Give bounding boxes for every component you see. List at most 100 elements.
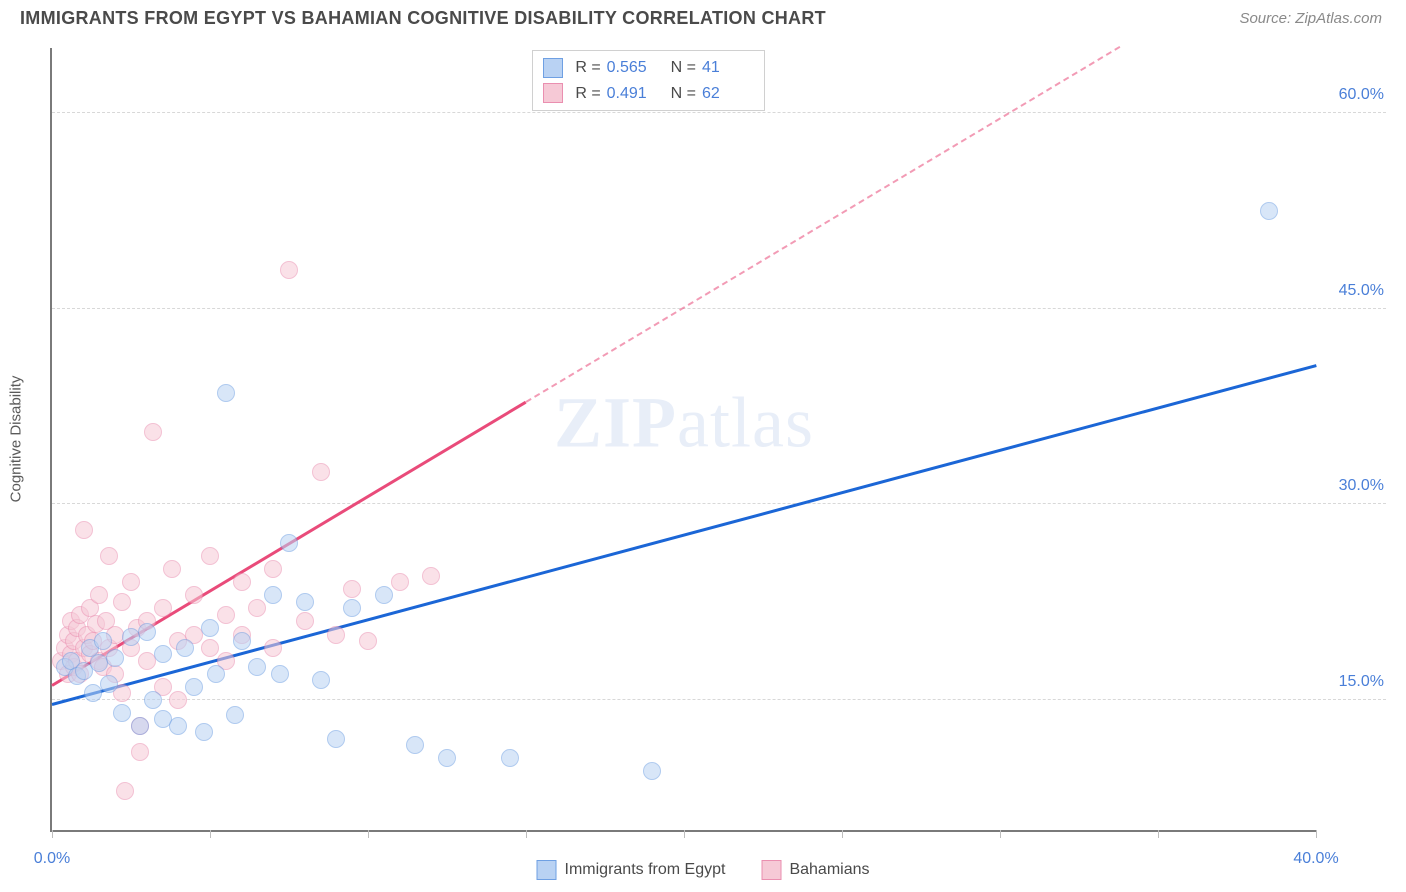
r-label: R = bbox=[575, 81, 600, 107]
y-tick-label: 60.0% bbox=[1339, 86, 1384, 104]
scatter-point-egypt bbox=[138, 623, 156, 641]
scatter-point-bahamians bbox=[154, 599, 172, 617]
scatter-point-egypt bbox=[113, 704, 131, 722]
x-tick-label: 40.0% bbox=[1293, 850, 1338, 868]
scatter-point-egypt bbox=[144, 691, 162, 709]
scatter-point-egypt bbox=[643, 762, 661, 780]
scatter-point-bahamians bbox=[264, 560, 282, 578]
scatter-point-egypt bbox=[280, 534, 298, 552]
scatter-point-egypt bbox=[375, 586, 393, 604]
x-tick bbox=[526, 830, 527, 838]
legend-label: Bahamians bbox=[789, 861, 869, 879]
scatter-point-bahamians bbox=[185, 586, 203, 604]
scatter-point-egypt bbox=[217, 384, 235, 402]
scatter-point-egypt bbox=[501, 749, 519, 767]
scatter-point-bahamians bbox=[391, 573, 409, 591]
source-attribution: Source: ZipAtlas.com bbox=[1239, 10, 1382, 27]
scatter-point-egypt bbox=[406, 736, 424, 754]
stats-row-egypt: R = 0.565 N =41 bbox=[543, 55, 754, 81]
trend-line bbox=[52, 364, 1317, 706]
scatter-point-bahamians bbox=[359, 632, 377, 650]
scatter-point-bahamians bbox=[217, 606, 235, 624]
scatter-point-egypt bbox=[312, 671, 330, 689]
scatter-point-egypt bbox=[271, 665, 289, 683]
x-tick bbox=[684, 830, 685, 838]
scatter-point-bahamians bbox=[100, 547, 118, 565]
scatter-point-bahamians bbox=[327, 626, 345, 644]
x-tick-label: 0.0% bbox=[34, 850, 70, 868]
gridline-h bbox=[52, 308, 1386, 309]
y-tick-label: 30.0% bbox=[1339, 477, 1384, 495]
scatter-point-bahamians bbox=[201, 547, 219, 565]
scatter-point-egypt bbox=[176, 639, 194, 657]
chart-title: IMMIGRANTS FROM EGYPT VS BAHAMIAN COGNIT… bbox=[20, 8, 826, 29]
scatter-chart: ZIPatlas Cognitive Disability R =0.565N … bbox=[50, 48, 1316, 832]
scatter-point-egypt bbox=[343, 599, 361, 617]
scatter-point-bahamians bbox=[201, 639, 219, 657]
n-label: N = bbox=[671, 81, 696, 107]
scatter-point-egypt bbox=[264, 586, 282, 604]
scatter-point-egypt bbox=[185, 678, 203, 696]
scatter-point-bahamians bbox=[169, 691, 187, 709]
watermark: ZIPatlas bbox=[554, 382, 814, 465]
scatter-point-bahamians bbox=[122, 573, 140, 591]
scatter-point-bahamians bbox=[343, 580, 361, 598]
scatter-point-bahamians bbox=[296, 612, 314, 630]
y-axis-label: Cognitive Disability bbox=[8, 376, 25, 503]
scatter-point-egypt bbox=[131, 717, 149, 735]
scatter-point-egypt bbox=[327, 730, 345, 748]
x-tick bbox=[368, 830, 369, 838]
swatch-bahamians bbox=[543, 83, 563, 103]
scatter-point-egypt bbox=[94, 632, 112, 650]
x-tick bbox=[1158, 830, 1159, 838]
stats-legend: R = 0.565 N =41 R = 0.491 N =62 bbox=[532, 50, 765, 111]
scatter-point-egypt bbox=[233, 632, 251, 650]
n-label: N = bbox=[671, 55, 696, 81]
r-value: 0.491 bbox=[607, 81, 659, 107]
gridline-h bbox=[52, 112, 1386, 113]
legend-item-bahamians: Bahamians bbox=[761, 860, 869, 880]
r-label: R = bbox=[575, 55, 600, 81]
stats-row-bahamians: R = 0.491 N =62 bbox=[543, 81, 754, 107]
scatter-point-bahamians bbox=[75, 521, 93, 539]
swatch-egypt bbox=[543, 58, 563, 78]
scatter-point-bahamians bbox=[264, 639, 282, 657]
scatter-point-bahamians bbox=[280, 261, 298, 279]
scatter-point-bahamians bbox=[144, 423, 162, 441]
scatter-point-egypt bbox=[100, 675, 118, 693]
series-legend: Immigrants from EgyptBahamians bbox=[537, 860, 870, 880]
scatter-point-egypt bbox=[154, 645, 172, 663]
scatter-point-egypt bbox=[207, 665, 225, 683]
gridline-h bbox=[52, 503, 1386, 504]
gridline-h bbox=[52, 699, 1386, 700]
swatch-bahamians bbox=[761, 860, 781, 880]
scatter-point-bahamians bbox=[422, 567, 440, 585]
n-value: 62 bbox=[702, 81, 754, 107]
scatter-point-egypt bbox=[438, 749, 456, 767]
scatter-point-bahamians bbox=[163, 560, 181, 578]
scatter-point-egypt bbox=[296, 593, 314, 611]
x-tick bbox=[1316, 830, 1317, 838]
scatter-point-egypt bbox=[226, 706, 244, 724]
scatter-point-bahamians bbox=[312, 463, 330, 481]
swatch-egypt bbox=[537, 860, 557, 880]
scatter-point-egypt bbox=[1260, 202, 1278, 220]
scatter-point-egypt bbox=[248, 658, 266, 676]
x-tick bbox=[52, 830, 53, 838]
scatter-point-bahamians bbox=[131, 743, 149, 761]
scatter-point-bahamians bbox=[248, 599, 266, 617]
y-tick-label: 15.0% bbox=[1339, 673, 1384, 691]
y-tick-label: 45.0% bbox=[1339, 282, 1384, 300]
scatter-point-bahamians bbox=[90, 586, 108, 604]
scatter-point-bahamians bbox=[113, 593, 131, 611]
r-value: 0.565 bbox=[607, 55, 659, 81]
scatter-point-egypt bbox=[169, 717, 187, 735]
scatter-point-egypt bbox=[201, 619, 219, 637]
x-tick bbox=[1000, 830, 1001, 838]
scatter-point-bahamians bbox=[233, 573, 251, 591]
x-tick bbox=[210, 830, 211, 838]
n-value: 41 bbox=[702, 55, 754, 81]
scatter-point-egypt bbox=[195, 723, 213, 741]
scatter-point-egypt bbox=[106, 649, 124, 667]
scatter-point-bahamians bbox=[116, 782, 134, 800]
